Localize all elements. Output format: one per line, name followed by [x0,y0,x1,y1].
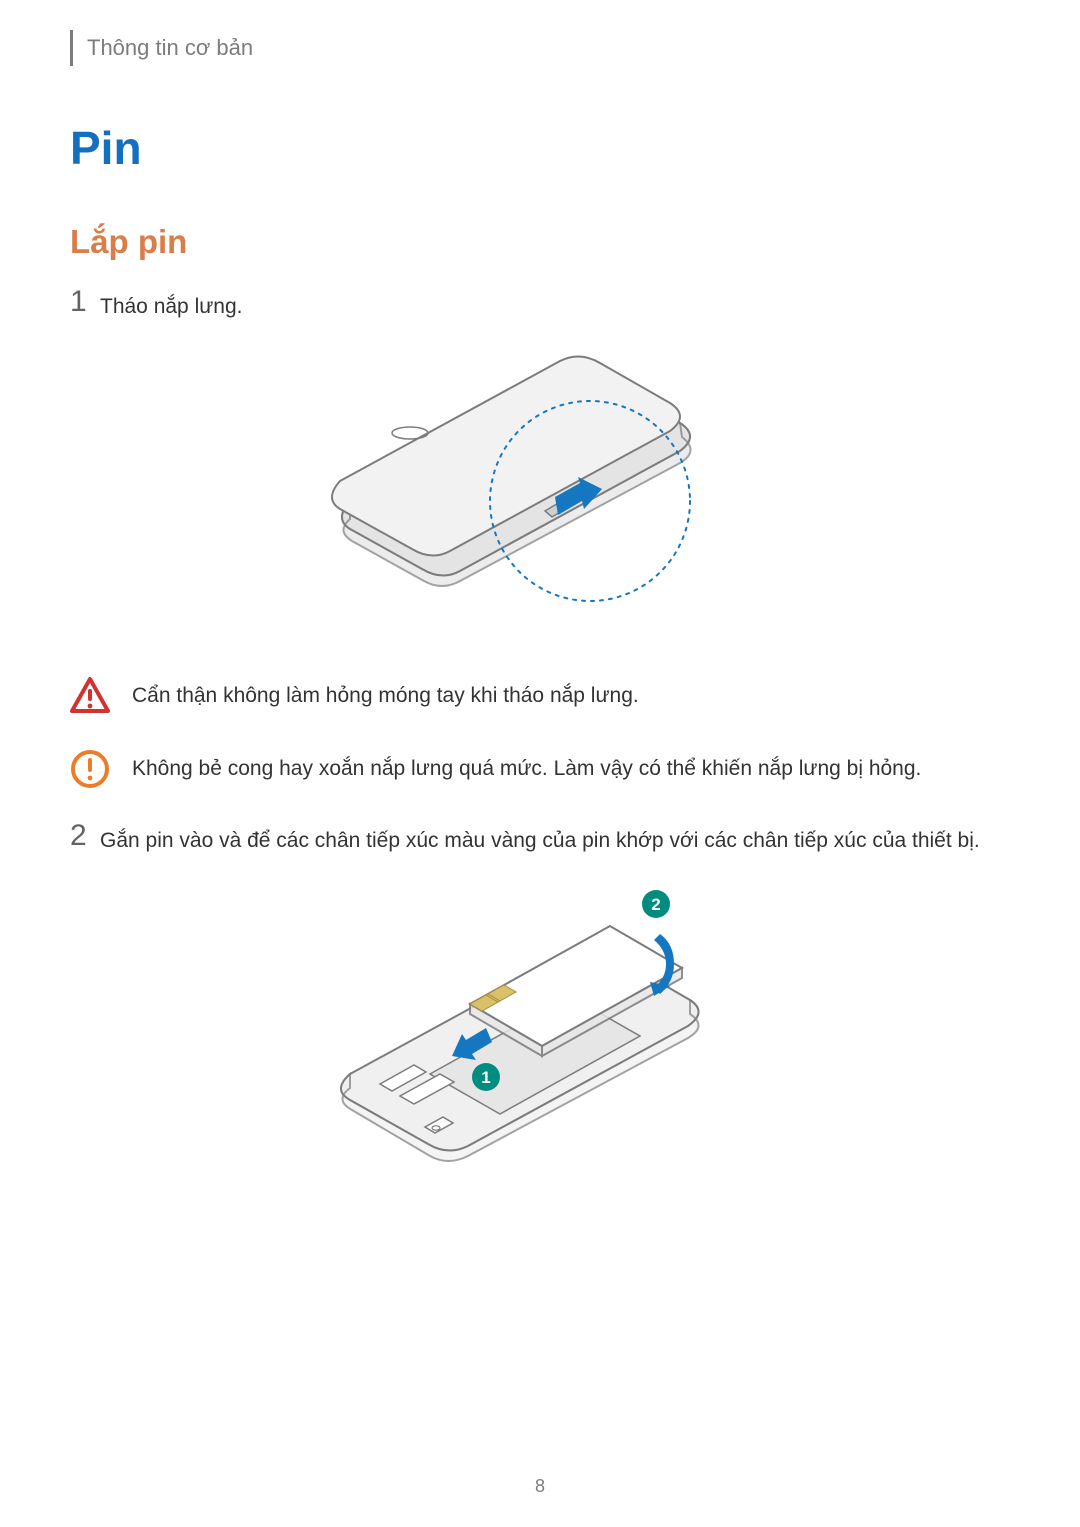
warning-icon [70,677,114,715]
step-number: 2 [70,821,100,851]
step-2: 2 Gắn pin vào và để các chân tiếp xúc mà… [70,823,1010,857]
figure-remove-cover [70,341,1010,641]
step-text: Tháo nắp lưng. [100,289,1010,323]
svg-text:1: 1 [481,1068,490,1087]
phone-illustration-1 [310,341,770,641]
alert-circle-icon [70,749,110,789]
warning-text: Không bẻ cong hay xoắn nắp lưng quá mức.… [132,753,1010,785]
step-number: 1 [70,287,100,317]
step-text: Gắn pin vào và để các chân tiếp xúc màu … [100,823,1010,857]
warning-text: Cẩn thận không làm hỏng móng tay khi thá… [132,680,1010,712]
page: Thông tin cơ bản Pin Lắp pin 1 Tháo nắp … [0,0,1080,1527]
svg-text:2: 2 [651,895,660,914]
page-number: 8 [0,1476,1080,1497]
warning-icon [70,749,114,789]
section-title: Lắp pin [70,223,1010,261]
header-left-bar [70,30,73,66]
step-1: 1 Tháo nắp lưng. [70,289,1010,323]
alert-triangle-icon [70,677,110,715]
phone-illustration-2: SAMSUNG 1 2 [310,874,770,1204]
header: Thông tin cơ bản [70,30,1010,66]
warning-2: Không bẻ cong hay xoắn nắp lưng quá mức.… [70,749,1010,789]
warning-1: Cẩn thận không làm hỏng móng tay khi thá… [70,677,1010,715]
page-title: Pin [70,121,1010,175]
breadcrumb: Thông tin cơ bản [87,35,253,61]
figure-insert-battery: SAMSUNG 1 2 [70,874,1010,1204]
